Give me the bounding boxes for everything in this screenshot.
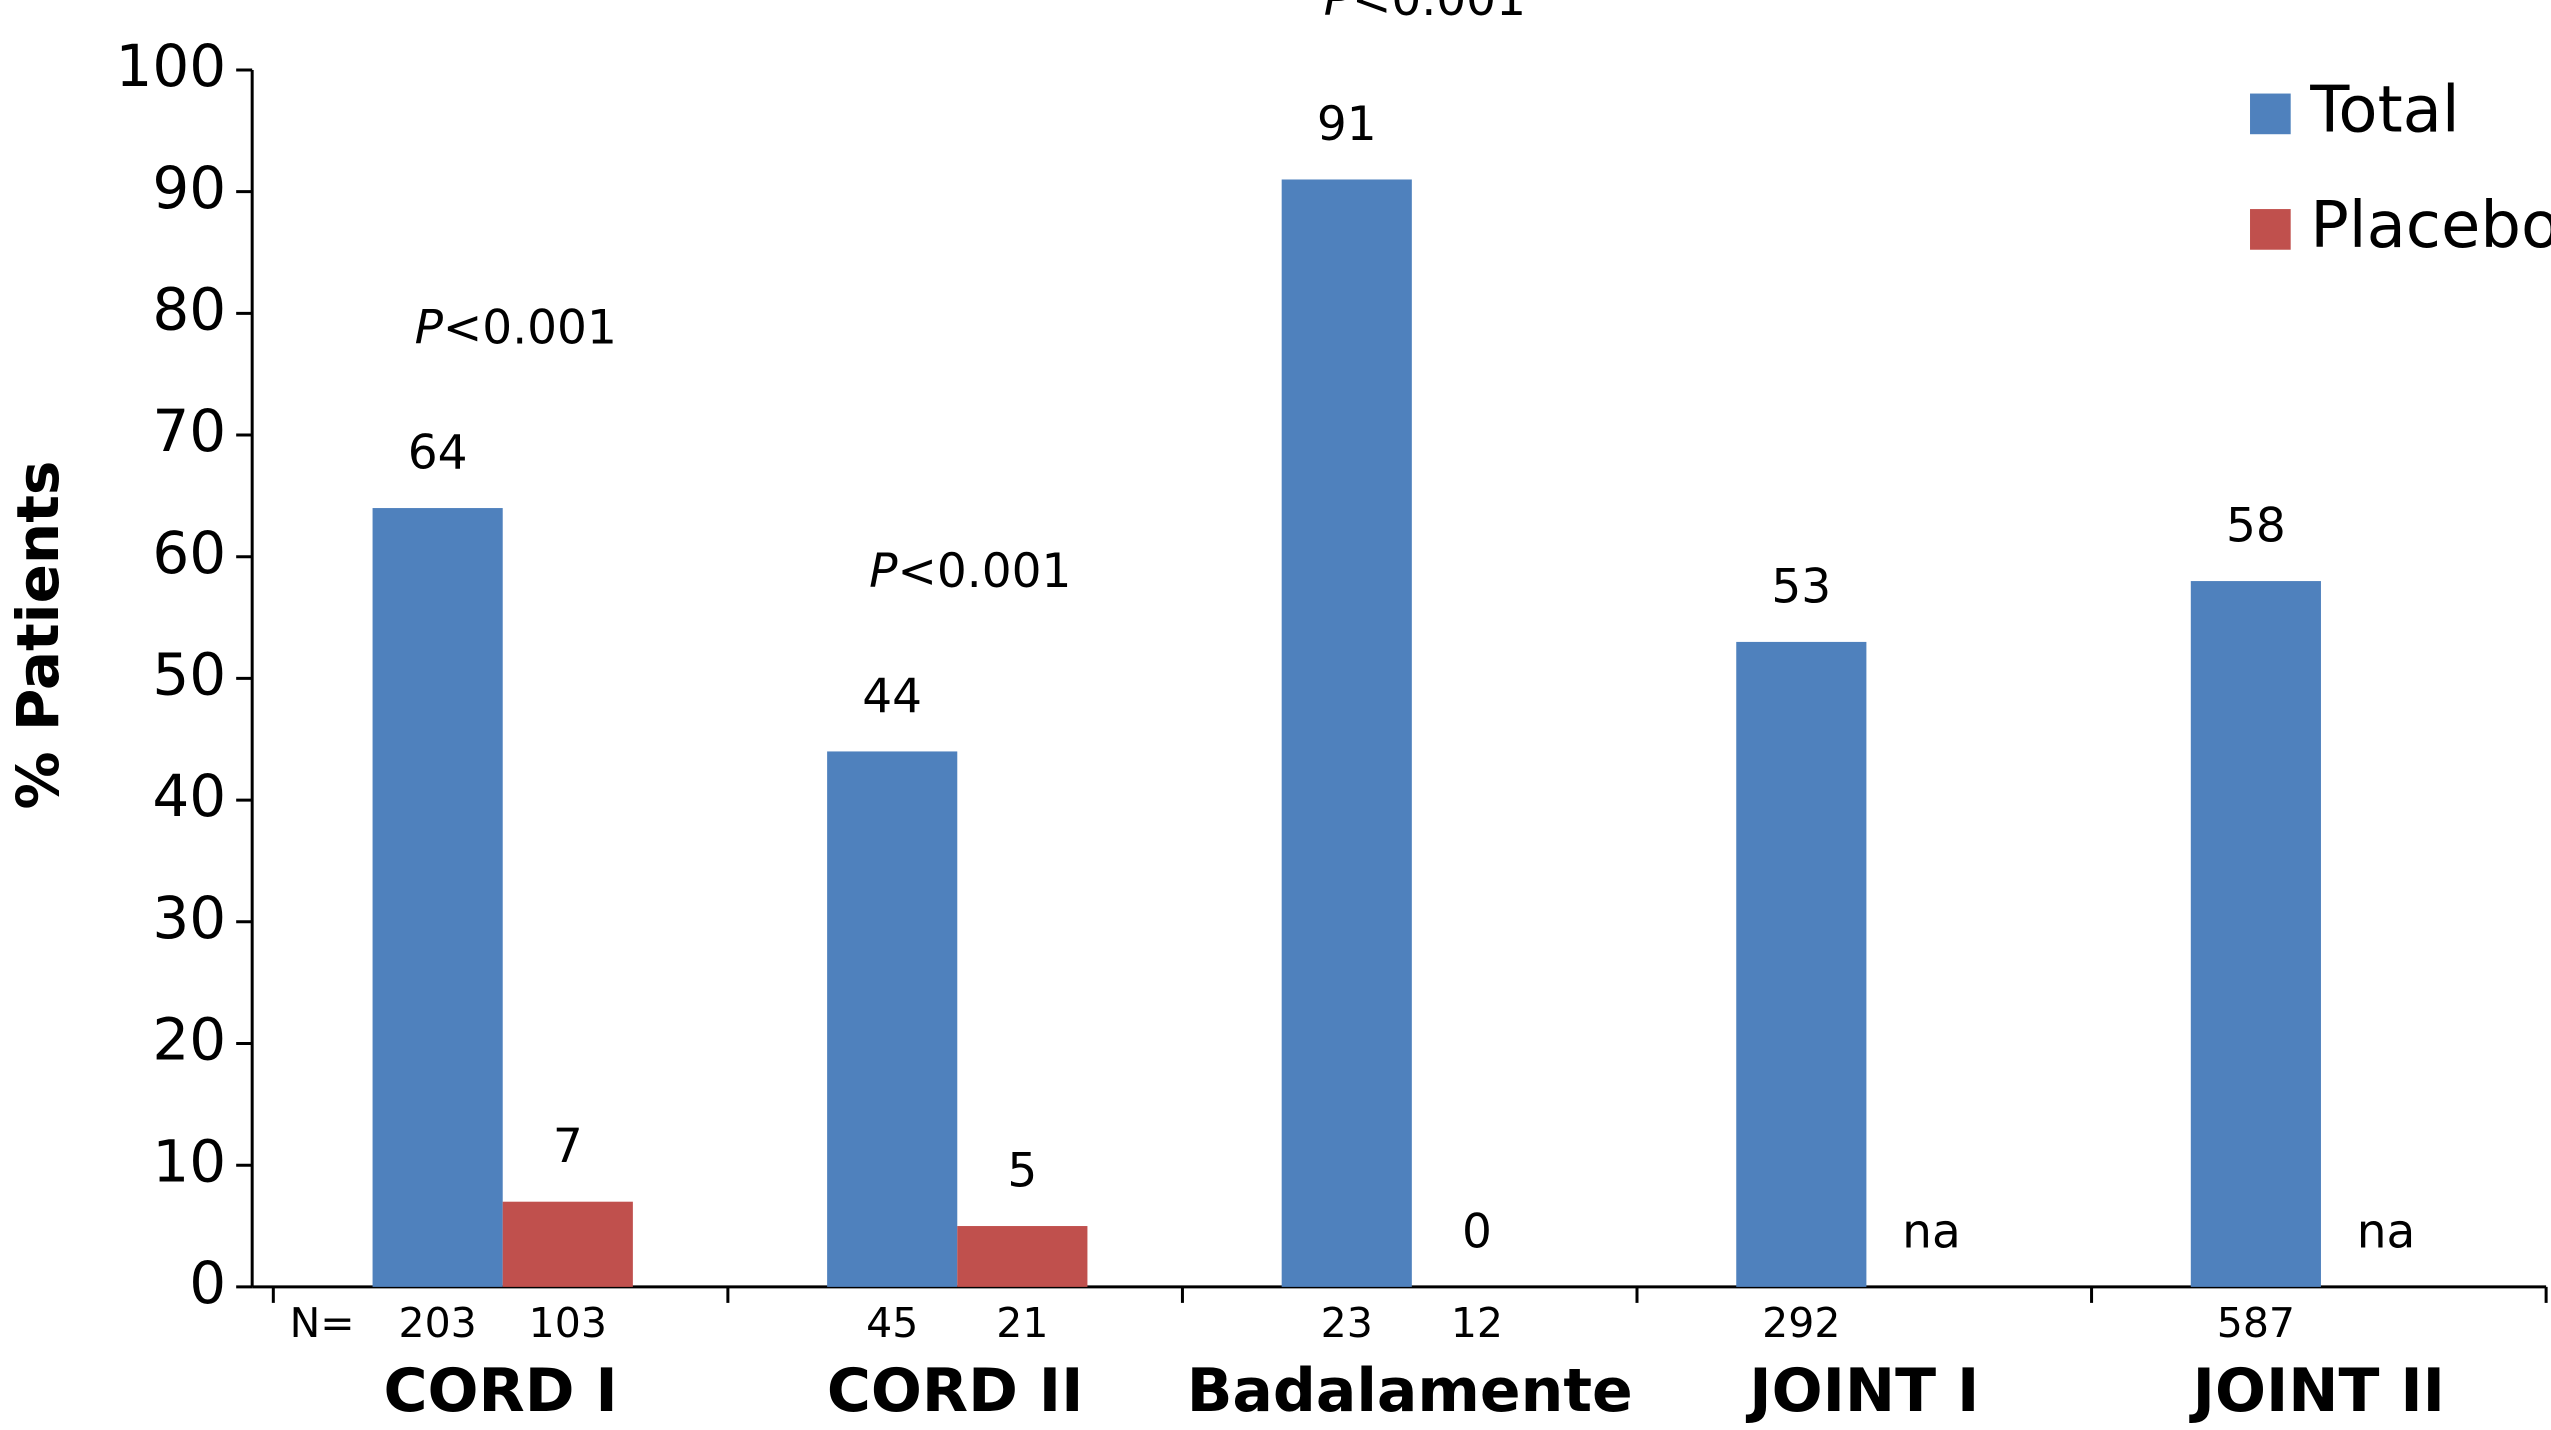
y-tick-label: 20 <box>152 1006 226 1074</box>
n-value: 203 <box>399 1299 477 1347</box>
n-value: 45 <box>866 1299 918 1347</box>
bar <box>1281 179 1412 1287</box>
y-axis-label: % Patients <box>4 461 72 810</box>
n-value: 103 <box>529 1299 607 1347</box>
y-tick-label: 50 <box>152 641 226 709</box>
y-tick-label: 60 <box>152 519 226 587</box>
value-label: 58 <box>2226 499 2286 554</box>
value-label: na <box>2357 1204 2416 1259</box>
y-tick-label: 80 <box>152 275 226 343</box>
value-label: 44 <box>862 669 922 724</box>
n-value: 23 <box>1321 1299 1373 1347</box>
y-tick-label: 10 <box>152 1127 226 1195</box>
bar <box>502 1201 633 1287</box>
value-label: 64 <box>408 425 468 480</box>
y-tick-label: 30 <box>152 884 226 952</box>
x-tick-label: CORD I <box>383 1356 617 1426</box>
bar <box>2190 581 2321 1287</box>
legend-swatch <box>2250 209 2291 250</box>
value-label: 5 <box>1007 1143 1037 1198</box>
y-tick-label: 0 <box>189 1249 226 1317</box>
y-tick-label: 90 <box>152 154 226 222</box>
n-value: 12 <box>1451 1299 1503 1347</box>
x-tick-label: Badalamente <box>1187 1356 1633 1426</box>
x-tick-label: CORD II <box>827 1356 1084 1426</box>
y-tick-label: 70 <box>152 397 226 465</box>
value-label: 53 <box>1771 559 1831 614</box>
n-label: N= <box>290 1299 355 1347</box>
value-label: 91 <box>1317 97 1377 152</box>
value-label: na <box>1902 1204 1961 1259</box>
bar <box>1736 641 1867 1287</box>
bar <box>957 1226 1088 1287</box>
n-value: 21 <box>996 1299 1048 1347</box>
p-value: P<0.001 <box>1324 0 1526 27</box>
legend-swatch <box>2250 93 2291 135</box>
p-value: P<0.001 <box>869 544 1071 599</box>
value-label: 7 <box>553 1119 583 1174</box>
y-tick-label: 100 <box>115 32 226 100</box>
p-value: P<0.001 <box>415 300 617 355</box>
n-value: 587 <box>2217 1299 2295 1347</box>
value-label: 0 <box>1462 1204 1492 1259</box>
n-value: 292 <box>1762 1299 1840 1347</box>
legend-label: Placebo <box>2310 189 2551 263</box>
bar <box>827 751 958 1287</box>
y-tick-label: 40 <box>152 762 226 830</box>
x-tick-label: JOINT I <box>1745 1356 1979 1426</box>
x-tick-label: JOINT II <box>2189 1356 2445 1426</box>
bar <box>372 508 503 1287</box>
legend-label: Total <box>2309 73 2459 147</box>
